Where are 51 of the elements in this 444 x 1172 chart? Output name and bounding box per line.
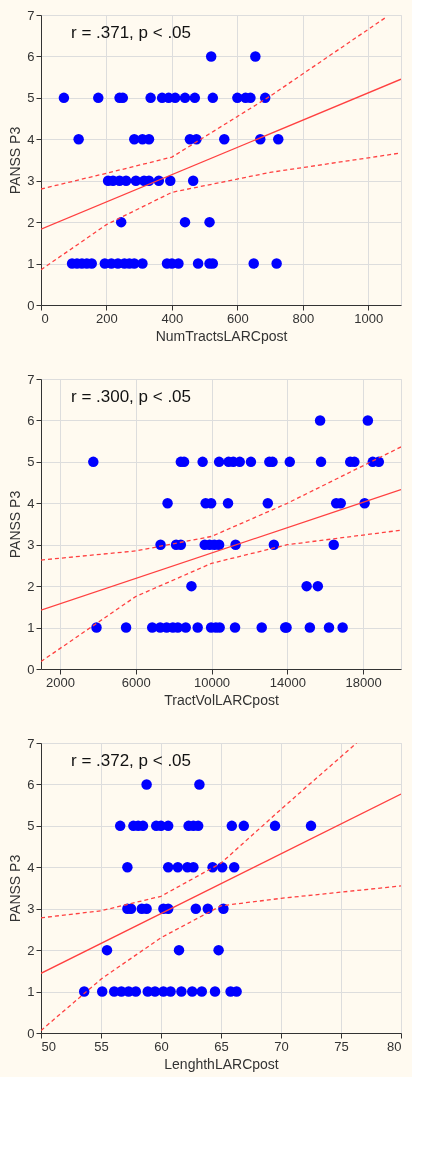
x-tick-label: 75 xyxy=(334,1038,349,1054)
y-tick-label: 4 xyxy=(27,131,35,147)
x-tick-label: 6000 xyxy=(121,674,151,690)
annotation: r = .371, p < .05 xyxy=(71,23,192,42)
y-tick-label: 6 xyxy=(27,412,35,428)
y-axis-title: PANSS P3 xyxy=(7,126,24,195)
y-axis-title: PANSS P3 xyxy=(7,854,24,923)
x-axis-title: TractVolLARCpost xyxy=(164,691,279,708)
x-tick-label: 2000 xyxy=(45,674,75,690)
y-tick-label: 7 xyxy=(27,371,35,387)
y-tick-label: 7 xyxy=(27,7,35,23)
x-tick-label: 55 xyxy=(94,1038,109,1054)
y-tick-label: 3 xyxy=(27,173,35,189)
x-tick-label: 800 xyxy=(292,310,315,326)
x-tick-label: 400 xyxy=(161,310,184,326)
annotation: r = .372, p < .05 xyxy=(71,751,192,770)
x-tick-label: 10000 xyxy=(193,674,231,690)
x-tick-label: 50 xyxy=(41,1038,56,1054)
y-tick-label: 5 xyxy=(27,454,35,470)
x-tick-label: 14000 xyxy=(269,674,306,690)
x-axis-title: LenghthLARCpost xyxy=(164,1055,279,1072)
y-tick-label: 0 xyxy=(27,1025,35,1041)
y-tick-label: 1 xyxy=(27,620,35,636)
y-tick-label: 5 xyxy=(27,818,35,834)
y-tick-label: 2 xyxy=(27,214,35,230)
x-tick-label: 65 xyxy=(214,1038,229,1054)
x-axis-title: NumTractsLARCpost xyxy=(155,327,288,344)
y-tick-label: 2 xyxy=(27,578,35,594)
y-tick-label: 6 xyxy=(27,48,35,64)
y-tick-label: 3 xyxy=(27,537,35,553)
x-tick-label: 18000 xyxy=(345,674,382,690)
y-axis-title: PANSS P3 xyxy=(7,490,24,559)
y-tick-label: 4 xyxy=(27,495,35,511)
x-tick-label: 0 xyxy=(41,310,49,326)
x-tick-label: 70 xyxy=(274,1038,289,1054)
y-tick-label: 0 xyxy=(27,297,35,313)
y-tick-label: 3 xyxy=(27,901,35,917)
x-tick-label: 600 xyxy=(227,310,249,326)
x-tick-label: 1000 xyxy=(354,310,384,326)
y-tick-label: 4 xyxy=(27,859,35,875)
y-tick-label: 1 xyxy=(27,256,35,272)
y-tick-label: 1 xyxy=(27,984,35,1000)
y-tick-label: 2 xyxy=(27,942,35,958)
y-tick-label: 0 xyxy=(27,661,35,677)
x-tick-label: 200 xyxy=(96,310,118,326)
annotation: r = .300, p < .05 xyxy=(71,387,192,406)
x-tick-label: 60 xyxy=(154,1038,169,1054)
x-tick-label: 80 xyxy=(387,1038,402,1054)
y-tick-label: 7 xyxy=(27,735,35,751)
y-tick-label: 5 xyxy=(27,90,35,106)
y-tick-label: 6 xyxy=(27,776,35,792)
